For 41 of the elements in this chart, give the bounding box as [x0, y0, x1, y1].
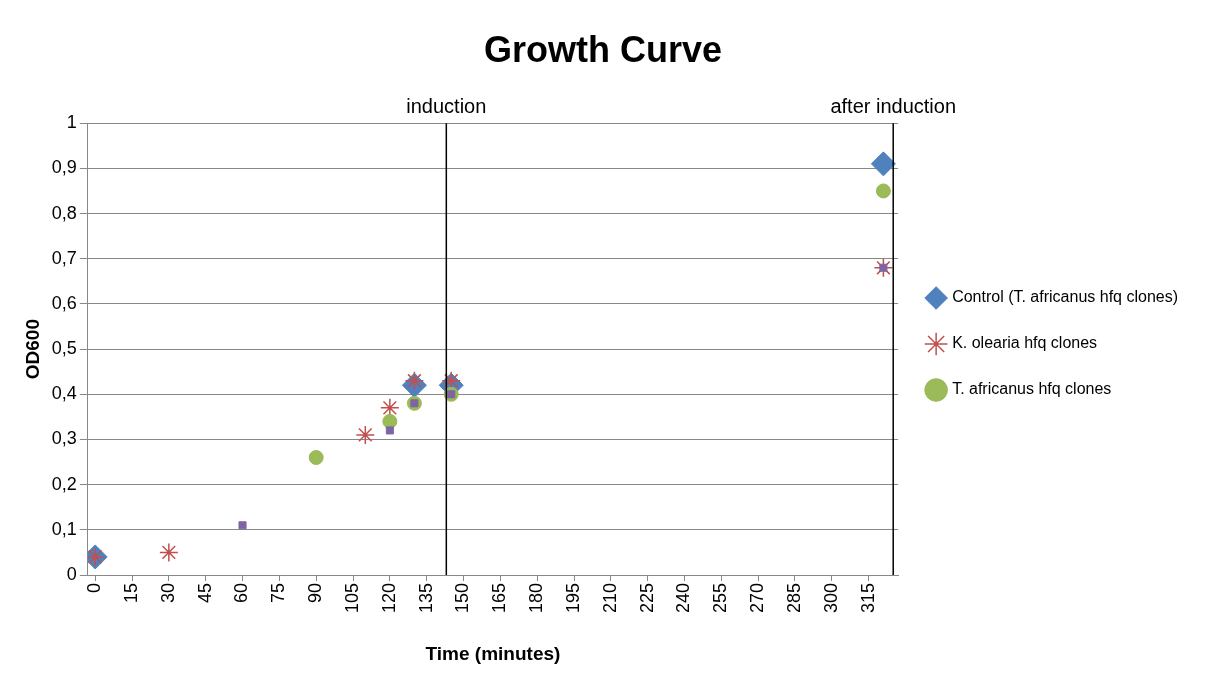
- x-tick-label: 195: [562, 582, 583, 614]
- x-tick-label: 90: [305, 583, 326, 604]
- y-tick-label: 0,2: [51, 473, 77, 494]
- x-tick-label: 225: [636, 582, 657, 614]
- y-tick-label: 0,1: [51, 518, 77, 539]
- y-tick-label: 0,7: [51, 247, 77, 268]
- x-tick-label: 150: [452, 582, 473, 614]
- x-tick-label: 15: [120, 583, 141, 604]
- x-axis-title: Time (minutes): [425, 642, 561, 664]
- x-tick-label: 60: [231, 583, 252, 604]
- legend-label: K. olearia hfq clones: [952, 334, 1098, 352]
- x-tick-label: 45: [194, 583, 215, 604]
- x-tick-label: 105: [341, 582, 362, 614]
- x-tick-label: 315: [857, 582, 878, 614]
- x-tick-label: 165: [489, 582, 510, 614]
- y-tick-label: 0,8: [51, 202, 77, 223]
- y-axis-title: OD600: [21, 319, 43, 380]
- ref-line-label: induction: [406, 94, 487, 117]
- x-tick-label: 300: [820, 582, 841, 614]
- x-tick-label: 135: [415, 582, 436, 614]
- y-tick-label: 0,3: [51, 428, 77, 449]
- x-tick-label: 210: [599, 582, 620, 614]
- x-tick-label: 0: [84, 583, 105, 594]
- legend-label: Control (T. africanus hfq clones): [952, 288, 1178, 306]
- x-tick-label: 120: [378, 582, 399, 614]
- chart-title: Growth Curve: [483, 28, 723, 70]
- legend-label: T. africanus hfq clones: [952, 380, 1112, 398]
- y-tick-label: 1: [66, 112, 77, 133]
- x-tick-label: 180: [526, 582, 547, 614]
- x-tick-label: 240: [673, 582, 694, 614]
- y-tick-label: 0: [66, 563, 77, 584]
- y-tick-label: 0,9: [51, 157, 77, 178]
- y-tick-label: 0,4: [51, 383, 77, 404]
- x-tick-label: 30: [157, 583, 178, 604]
- x-tick-label: 255: [710, 582, 731, 614]
- ref-line-label: after induction: [830, 94, 957, 117]
- x-tick-label: 285: [783, 582, 804, 614]
- x-tick-label: 75: [268, 583, 289, 604]
- y-tick-label: 0,6: [51, 292, 77, 313]
- y-tick-label: 0,5: [51, 338, 77, 359]
- x-tick-label: 270: [747, 582, 768, 614]
